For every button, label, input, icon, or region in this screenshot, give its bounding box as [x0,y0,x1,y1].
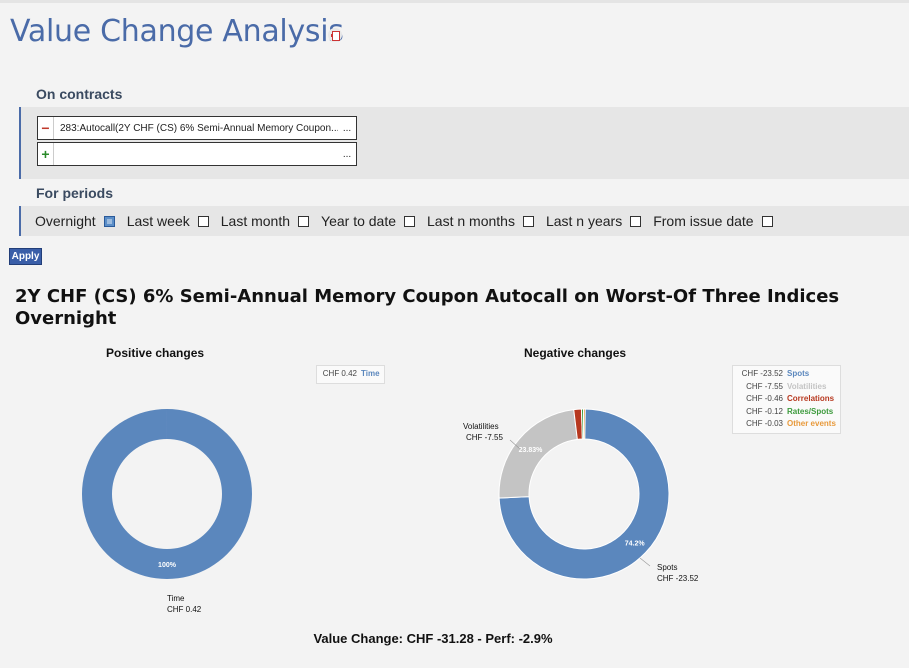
callout-name: Spots [657,563,678,572]
donut-slice-other-events[interactable] [582,408,586,440]
spots-callout: Spots CHF -23.52 [657,562,698,584]
period-label: Last n months [427,213,515,229]
time-callout: Time CHF 0.42 [167,593,201,615]
callout-value: CHF -23.52 [657,574,699,583]
period-last-n-months[interactable]: Last n months [427,213,534,229]
periods-panel: Overnight Last week Last month Year to d… [19,206,909,236]
from-issue-date-checkbox[interactable] [761,215,773,227]
page-title: Value Change Analysis [10,14,344,49]
contract-row-new: + ... [37,142,357,166]
last-month-checkbox[interactable] [298,215,310,227]
legend-value: CHF -7.55 [746,381,783,391]
report-title-line1: 2Y CHF (CS) 6% Semi-Annual Memory Coupon… [15,286,840,307]
legend-item[interactable]: CHF -0.46 Correlations [737,393,836,406]
contract-row: − 283:Autocall(2Y CHF (CS) 6% Semi-Annua… [37,116,357,140]
slice-percent-label: 100% [158,562,177,569]
legend-value: CHF -23.52 [741,369,783,378]
add-contract-button[interactable]: + [38,143,54,165]
year-to-date-checkbox[interactable] [404,215,416,227]
new-contract-picker-button[interactable]: ... [342,148,352,160]
callout-value: CHF 0.42 [167,605,202,614]
legend-item[interactable]: CHF -7.55 Volatilities [737,381,836,394]
period-label: Last month [220,213,291,229]
report-title: 2Y CHF (CS) 6% Semi-Annual Memory Coupon… [15,286,895,330]
legend-name: Rates/Spots [787,406,834,416]
slice-percent-label: 23.83% [519,447,544,454]
slice-percent-label: 74.2% [625,540,646,547]
last-n-months-checkbox[interactable] [522,215,534,227]
top-border [0,0,909,3]
callout-name: Volatilities [463,422,499,431]
value-change-summary: Value Change: CHF -31.28 - Perf: -2.9% [313,631,553,646]
contract-picker-button[interactable]: ... [342,122,352,134]
apply-button[interactable]: Apply [9,248,42,265]
legend-item[interactable]: CHF 0.42 Time [321,368,380,381]
legend-name: Volatilities [787,381,827,391]
overnight-checkbox[interactable] [103,215,115,227]
legend-item[interactable]: CHF -23.52 Spots [737,368,836,381]
legend-name: Other events [787,419,836,428]
period-last-week[interactable]: Last week [127,213,209,229]
period-last-n-years[interactable]: Last n years [545,213,642,229]
periods-label: For periods [36,185,114,201]
period-last-month[interactable]: Last month [220,213,310,229]
pdf-icon[interactable] [328,28,342,42]
period-overnight[interactable]: Overnight [35,213,115,229]
legend-name: Time [361,369,380,378]
period-label: Last n years [545,213,623,229]
donut-slice-spots[interactable] [498,408,670,580]
contracts-panel: − 283:Autocall(2Y CHF (CS) 6% Semi-Annua… [19,107,909,179]
legend-item[interactable]: CHF -0.12 Rates/Spots [737,406,836,419]
legend-name: Spots [787,369,810,378]
period-label: From issue date [653,213,754,229]
positive-chart-title: Positive changes [106,346,205,360]
callout-leader-line [639,557,651,567]
period-label: Overnight [35,213,96,229]
negative-chart-title: Negative changes [524,346,627,360]
period-label: Last week [126,213,190,229]
remove-contract-button[interactable]: − [38,117,54,139]
legend-value: CHF -0.03 [746,419,783,428]
callout-leader-line [509,439,521,450]
last-n-years-checkbox[interactable] [630,215,642,227]
legend-name: Correlations [787,394,835,403]
contract-field[interactable]: 283:Autocall(2Y CHF (CS) 6% Semi-Annual … [60,122,338,134]
legend-item[interactable]: CHF -0.03 Other events [737,418,836,431]
donut-slice-time[interactable] [81,409,252,579]
volatilities-callout: Volatilities CHF -7.55 [463,421,503,443]
positive-legend: CHF 0.42 Time [316,365,385,384]
period-from-issue-date[interactable]: From issue date [653,213,773,229]
period-label: Year to date [321,213,397,229]
contracts-label: On contracts [36,86,123,102]
legend-value: CHF 0.42 [322,369,357,378]
callout-value: CHF -7.55 [466,433,503,442]
legend-value: CHF -0.46 [746,394,783,403]
legend-value: CHF -0.12 [746,406,783,416]
last-week-checkbox[interactable] [197,215,209,227]
period-year-to-date[interactable]: Year to date [321,213,416,229]
negative-legend: CHF -23.52 Spots CHF -7.55 Volatilities CH… [732,365,841,434]
callout-name: Time [167,594,185,603]
report-title-line2: Overnight [15,308,117,329]
